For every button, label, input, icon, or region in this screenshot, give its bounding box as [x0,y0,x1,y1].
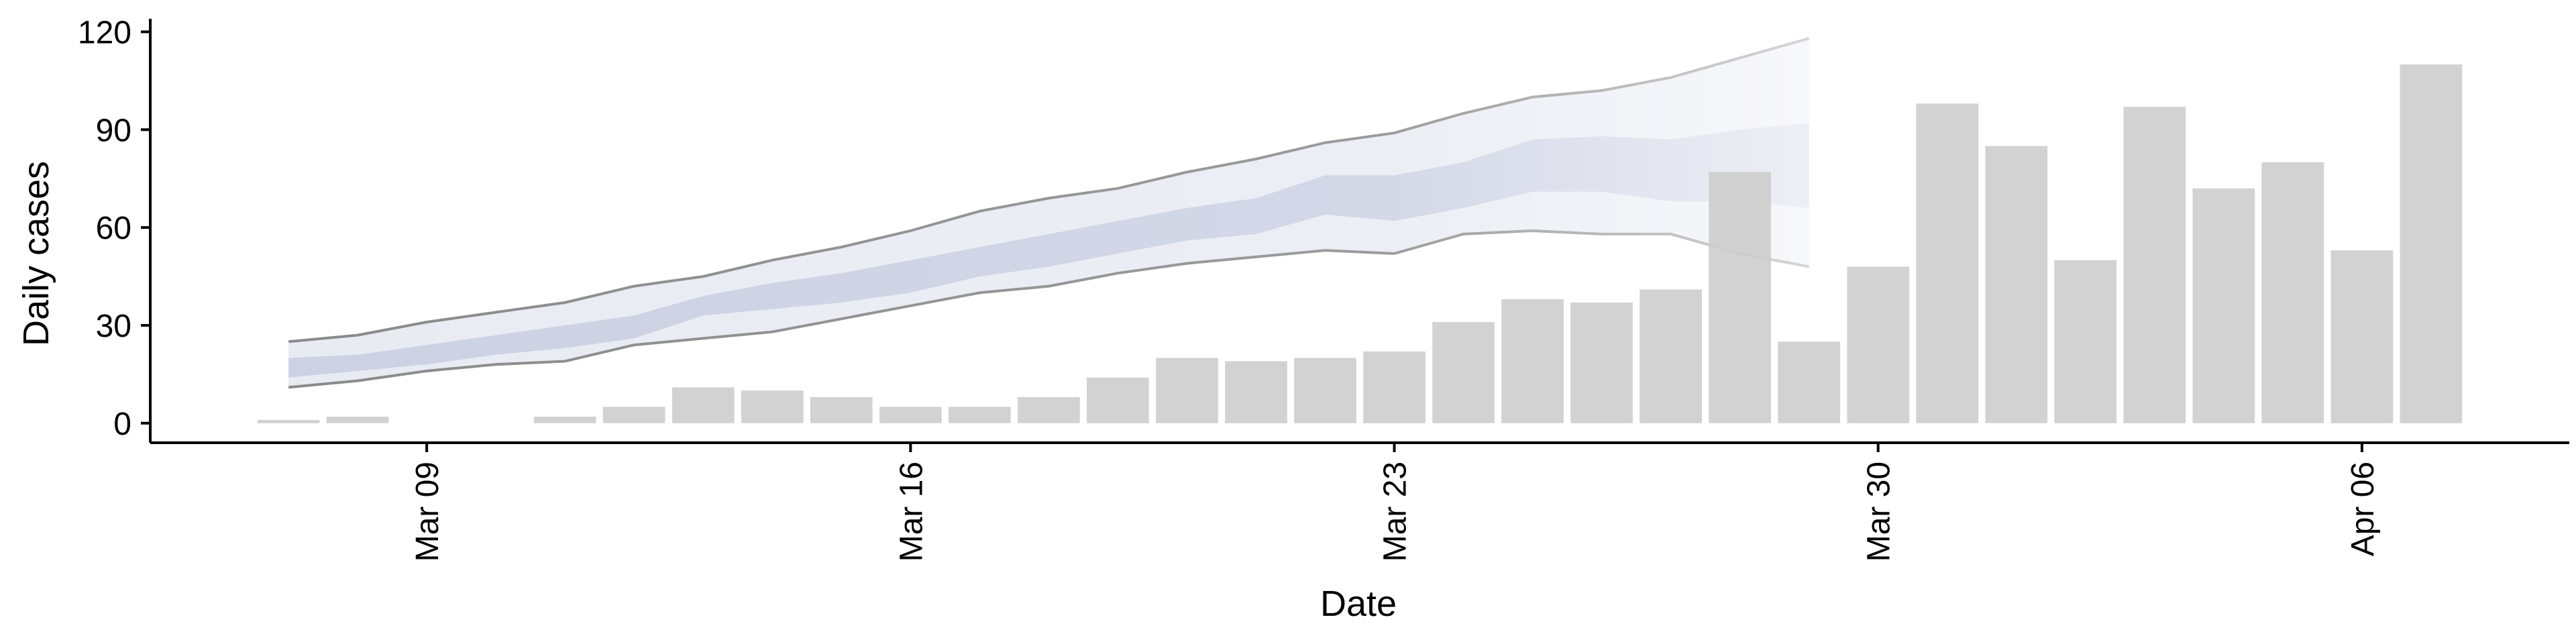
bar-2020-03-19 [1087,377,1149,423]
bar-2020-03-30 [1847,266,1910,423]
bar-2020-04-06 [2330,250,2394,423]
bar-2020-03-18 [1018,396,1080,423]
lower-bound-line [288,229,1810,389]
axis-layer [149,19,2569,444]
y-tick-label: 60 [96,211,131,246]
bar-2020-03-25 [1501,299,1564,423]
bar-2020-04-07 [2400,64,2463,423]
ribbon-inner-band [288,123,1809,378]
y-axis-label: Daily cases [16,161,56,346]
x-tick-label: Apr 06 [2345,462,2381,556]
bar-2020-03-23 [1363,351,1426,423]
x-tick-label: Mar 23 [1378,462,1413,561]
y-tick-label: 90 [96,113,131,148]
bar-2020-03-11 [533,417,596,423]
y-tick-label: 30 [96,309,131,344]
bar-2020-04-04 [2192,188,2255,423]
ribbon-outer-band [288,38,1809,388]
bar-2020-03-21 [1225,361,1287,423]
bar-2020-03-12 [602,407,665,423]
bar-2020-03-24 [1432,322,1495,423]
bar-2020-04-02 [2054,260,2117,423]
bar-2020-04-01 [1985,146,2048,423]
y-tick-label: 120 [78,15,131,50]
x-tick-label: Mar 16 [894,462,929,561]
bar-2020-03-07 [257,420,320,423]
bar-2020-03-29 [1778,341,1840,423]
bar-2020-03-15 [810,396,873,423]
bar-2020-03-13 [672,387,735,423]
bar-2020-03-28 [1709,172,1771,423]
bar-2020-04-05 [2261,162,2324,423]
ribbon-layer [288,37,1810,389]
y-axis-ticks: 0 30 60 90 120 [78,15,150,442]
upper-bound-line [288,37,1810,343]
bar-2020-03-08 [326,417,389,423]
x-axis-label: Date [1320,584,1397,624]
bar-2020-03-22 [1294,358,1356,423]
x-axis-ticks: Mar 09 Mar 16 Mar 23 Mar 30 Apr 06 [410,443,2381,561]
y-tick-label: 0 [113,407,131,442]
bar-2020-04-03 [2123,107,2186,423]
bar-layer [257,64,2463,423]
x-tick-label: Mar 09 [410,462,445,561]
bar-2020-03-17 [949,407,1011,423]
bar-2020-03-16 [879,407,942,423]
bar-2020-03-26 [1570,303,1633,423]
bar-2020-03-31 [1916,103,1979,423]
bar-2020-03-27 [1640,289,1702,423]
bar-2020-03-20 [1156,358,1218,423]
x-tick-label: Mar 30 [1862,462,1897,561]
bar-2020-03-14 [741,390,804,423]
